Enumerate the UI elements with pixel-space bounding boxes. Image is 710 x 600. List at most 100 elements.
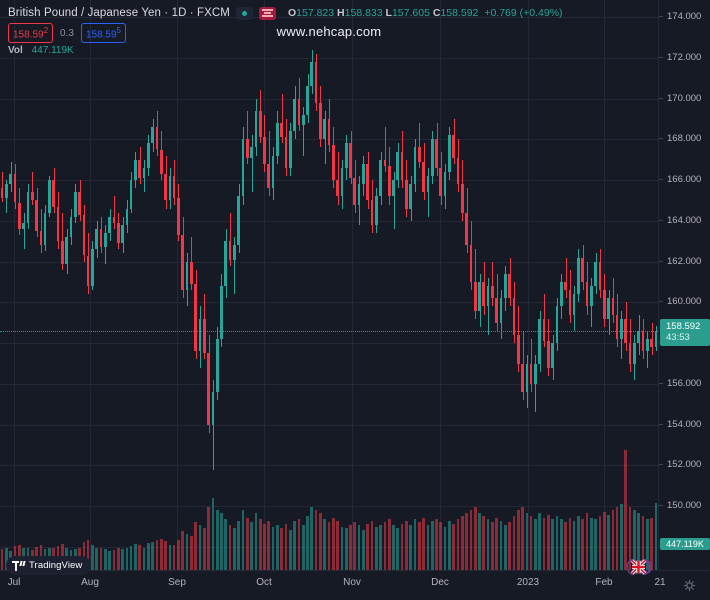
volume-bar [460, 516, 464, 570]
volume-bar [542, 517, 546, 570]
volume-bar [611, 510, 615, 570]
price-tick: 156.000 [659, 378, 710, 390]
volume-bar [525, 513, 529, 570]
volume-bar [392, 525, 395, 570]
volume-bar [413, 519, 417, 570]
volume-bar [159, 538, 163, 570]
grid-line-horizontal [0, 17, 658, 18]
volume-bar [370, 520, 374, 570]
volume-bar [590, 517, 593, 570]
volume-bar [284, 523, 288, 570]
volume-bar [650, 517, 653, 570]
volume-bar [177, 540, 180, 570]
volume-bar [568, 517, 572, 570]
volume-bar [134, 543, 137, 570]
gear-icon[interactable] [683, 579, 696, 592]
volume-bar [211, 498, 215, 570]
grid-line-vertical [14, 0, 15, 570]
volume-bar [430, 520, 434, 570]
volume-bar [547, 514, 550, 570]
time-tick: Nov [343, 577, 361, 588]
volume-bar [228, 525, 232, 570]
grid-line-vertical [440, 0, 441, 570]
time-tick: Feb [595, 577, 613, 588]
volume-bar [310, 507, 314, 570]
grid-line-horizontal [0, 384, 658, 385]
volume-bar [293, 520, 296, 570]
time-tick: Sep [168, 577, 186, 588]
volume-bar [379, 525, 382, 570]
volume-bar [314, 510, 318, 570]
volume-bar [503, 525, 507, 570]
volume-bar [581, 519, 585, 570]
volume-bar [564, 522, 567, 570]
volume-bar [319, 513, 322, 570]
volume-bar [508, 522, 511, 570]
volume-bar [327, 522, 331, 570]
volume-bar [301, 525, 305, 570]
volume-bar [383, 522, 387, 570]
volume-bar [155, 540, 159, 570]
volume-bar [469, 510, 473, 570]
grid-line-horizontal [0, 180, 658, 181]
volume-bar [306, 516, 309, 570]
volume-bar [577, 516, 580, 570]
volume-bar [572, 520, 576, 570]
volume-bar [108, 550, 111, 570]
chart-plot-area[interactable] [0, 0, 658, 570]
tradingview-logo[interactable]: TradingView [6, 556, 92, 575]
volume-bar [654, 502, 658, 570]
site-watermark: www.nehcap.com [276, 24, 382, 39]
uk-flag-icon[interactable] [620, 558, 656, 576]
volume-bar [482, 516, 486, 570]
volume-bar [267, 520, 271, 570]
volume-bar [147, 543, 150, 570]
volume-bar [512, 516, 516, 570]
time-tick: Oct [256, 577, 272, 588]
volume-bar [129, 546, 133, 570]
volume-bar [116, 547, 120, 570]
volume-bar [439, 522, 443, 570]
volume-bar [142, 547, 146, 570]
volume-bar [280, 528, 284, 570]
bar-countdown: 43:53 [666, 332, 690, 344]
price-axis[interactable]: 174.000 172.000 170.000 168.000 166.000 164.0… [658, 0, 710, 570]
volume-bar [448, 520, 451, 570]
grid-line-horizontal [0, 58, 658, 59]
last-price-value: 158.592 [666, 321, 701, 333]
grid-line-vertical [90, 0, 91, 570]
volume-bar [331, 517, 335, 570]
volume-bar [362, 529, 365, 570]
time-tick: 21 [654, 577, 666, 588]
volume-bar [121, 549, 124, 570]
volume-bar [534, 519, 537, 570]
time-tick: Jul [7, 577, 21, 588]
volume-bar [99, 548, 103, 570]
volume-bar [585, 513, 589, 570]
volume-bar [452, 523, 456, 570]
volume-bar [645, 519, 649, 570]
grid-line-vertical [528, 0, 529, 570]
volume-bar [387, 519, 391, 570]
volume-bar [598, 516, 602, 570]
grid-line-vertical [264, 0, 265, 570]
volume-bar [276, 525, 279, 570]
volume-bar [91, 544, 94, 570]
price-tick: 152.000 [659, 459, 710, 471]
volume-bar [465, 513, 468, 570]
time-axis[interactable]: Jul Aug Sep Oct Nov Dec 2023 Feb 21 [0, 570, 710, 600]
volume-bar [602, 511, 606, 570]
volume-bar [353, 522, 357, 570]
volume-bar [409, 525, 413, 570]
volume-bar [491, 522, 494, 570]
volume-bar [138, 545, 142, 570]
volume-bar [151, 541, 154, 570]
price-tick: 164.000 [659, 215, 710, 227]
volume-bar [538, 513, 542, 570]
volume-bar [168, 544, 172, 570]
price-tick: 170.000 [659, 93, 710, 105]
volume-bar [443, 526, 447, 570]
volume-bar [297, 519, 301, 570]
time-tick: 2023 [516, 577, 540, 588]
volume-bar [112, 549, 116, 570]
